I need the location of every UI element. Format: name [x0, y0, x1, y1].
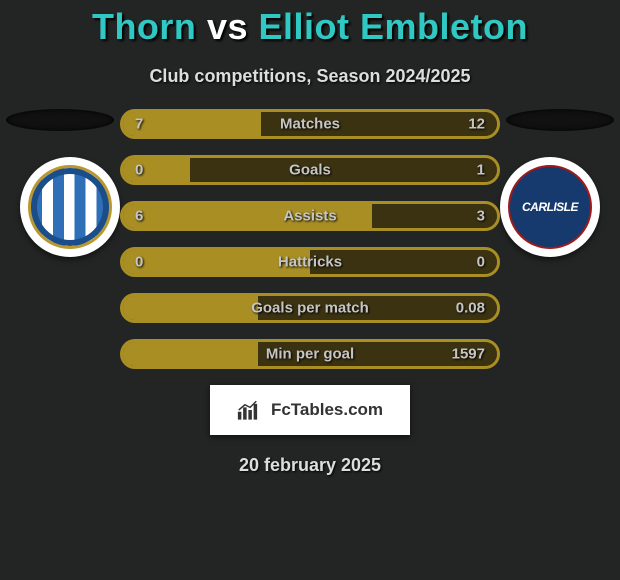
- stat-label: Goals: [289, 162, 331, 179]
- stat-bars: 7 Matches 12 0 Goals 1 6 Assists 3 0 Hattricks 0 Goa…: [120, 109, 500, 369]
- comparison-arena: CARLISLE 7 Matches 12 0 Goals 1 6 Assists 3 0 Hatt…: [0, 109, 620, 369]
- stat-row: 0 Hattricks 0: [120, 247, 500, 277]
- stat-value-right: 0: [477, 254, 485, 271]
- subtitle: Club competitions, Season 2024/2025: [0, 66, 620, 87]
- colchester-crest-icon: [28, 165, 112, 249]
- stat-label: Hattricks: [278, 254, 342, 271]
- stat-value-right: 0.08: [456, 300, 485, 317]
- stat-bar-left: [123, 112, 261, 136]
- stat-value-left: 0: [135, 162, 143, 179]
- stat-row: 6 Assists 3: [120, 201, 500, 231]
- stat-bar-left: [123, 296, 258, 320]
- stat-value-left: 6: [135, 208, 143, 225]
- branding-text: FcTables.com: [271, 400, 383, 420]
- stat-value-right: 3: [477, 208, 485, 225]
- stat-label: Min per goal: [266, 346, 354, 363]
- branding-badge: FcTables.com: [210, 385, 410, 435]
- shadow-right: [506, 109, 614, 131]
- fctables-logo-icon: [237, 399, 265, 421]
- stat-label: Assists: [283, 208, 336, 225]
- stat-value-right: 1: [477, 162, 485, 179]
- carlisle-crest-icon: CARLISLE: [508, 165, 592, 249]
- shadow-left: [6, 109, 114, 131]
- stat-value-left: 0: [135, 254, 143, 271]
- title-player1: Thorn: [92, 6, 196, 47]
- stat-row: 7 Matches 12: [120, 109, 500, 139]
- stat-bar-right: [190, 158, 497, 182]
- stat-value-left: 7: [135, 116, 143, 133]
- stat-row: Min per goal 1597: [120, 339, 500, 369]
- stat-value-right: 1597: [452, 346, 485, 363]
- page-title: Thorn vs Elliot Embleton: [0, 0, 620, 48]
- stat-label: Matches: [280, 116, 340, 133]
- stat-bar-left: [123, 342, 258, 366]
- stat-row: 0 Goals 1: [120, 155, 500, 185]
- title-vs: vs: [207, 6, 248, 47]
- stat-label: Goals per match: [251, 300, 369, 317]
- stat-row: Goals per match 0.08: [120, 293, 500, 323]
- club-badge-left: [20, 157, 120, 257]
- stat-value-right: 12: [468, 116, 485, 133]
- club-badge-right: CARLISLE: [500, 157, 600, 257]
- title-player2: Elliot Embleton: [259, 6, 529, 47]
- stat-bar-left: [123, 158, 190, 182]
- date-label: 20 february 2025: [0, 455, 620, 476]
